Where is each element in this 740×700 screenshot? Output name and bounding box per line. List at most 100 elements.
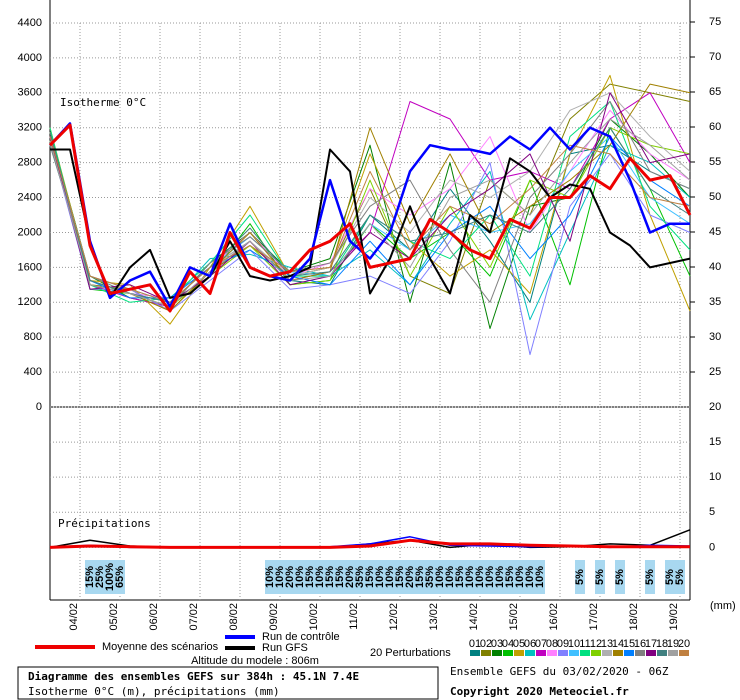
legend-swatch	[624, 650, 634, 656]
x-tick-label: 10/02	[308, 603, 320, 631]
copyright: Copyright 2020 Meteociel.fr	[450, 685, 629, 698]
snow-box	[425, 560, 435, 594]
y-tick-label: 10	[709, 471, 721, 483]
snow-box	[665, 560, 675, 594]
snow-box	[265, 560, 275, 594]
legend-swatch	[481, 650, 491, 656]
y-tick-label: 800	[24, 331, 42, 343]
x-tick-label: 05/02	[108, 603, 120, 631]
series-line	[49, 109, 691, 299]
chart-subtitle: Isotherme 0°C (m), précipitations (mm)	[28, 685, 280, 698]
snow-label: 15%	[414, 566, 426, 588]
x-tick-label: 09/02	[268, 603, 280, 631]
y2-tick-label: 45	[709, 226, 721, 238]
title-box	[17, 666, 439, 700]
series-line	[49, 74, 691, 325]
legend-swatch	[525, 650, 535, 656]
y-tick-label: 0	[36, 401, 42, 413]
x-tick-label: 11/02	[348, 603, 360, 630]
snow-box	[495, 560, 505, 594]
y-tick-label: 20	[709, 401, 721, 413]
snow-label: 5%	[594, 569, 606, 585]
legend-swatch	[602, 650, 612, 656]
y2-tick-label: 70	[709, 51, 721, 63]
snow-box	[595, 560, 605, 594]
legend-label: Run GFS	[262, 642, 308, 654]
snow-box	[305, 560, 315, 594]
legend-swatch	[646, 650, 656, 656]
snow-label: 10%	[494, 566, 506, 588]
legend-label: 15	[623, 638, 635, 650]
legend-label: 05	[513, 638, 525, 650]
series-line	[49, 92, 691, 303]
y-tick-label: 1200	[18, 296, 42, 308]
legend-label: 17	[645, 638, 657, 650]
legend-swatch	[569, 650, 579, 656]
snow-box	[445, 560, 455, 594]
perturbations-label: 20 Perturbations	[370, 647, 451, 659]
snow-box	[525, 560, 535, 594]
snow-box	[365, 560, 375, 594]
run-label: Ensemble GEFS du 03/02/2020 - 06Z	[450, 665, 669, 678]
snow-label: 15%	[84, 566, 96, 588]
snow-label: 10%	[374, 566, 386, 588]
legend-label: 14	[612, 638, 624, 650]
snow-label: 10%	[444, 566, 456, 588]
snow-box	[395, 560, 405, 594]
legend-label: 09	[557, 638, 569, 650]
snow-box	[335, 560, 345, 594]
snow-label: 15%	[334, 566, 346, 588]
legend-swatch	[547, 650, 557, 656]
y2-tick-label: 50	[709, 191, 721, 203]
y2-tick-label: 55	[709, 156, 721, 168]
legend-swatch	[635, 650, 645, 656]
legend-label: 01	[469, 638, 481, 650]
snow-box	[645, 560, 655, 594]
snow-box	[315, 560, 325, 594]
snow-box	[405, 560, 415, 594]
snow-box	[285, 560, 295, 594]
snow-label: 10%	[524, 566, 536, 588]
y-tick-label: 4000	[18, 52, 42, 64]
snow-box	[675, 560, 685, 594]
snow-box	[455, 560, 465, 594]
y-tick-label: 4400	[18, 17, 42, 29]
snow-box	[325, 560, 335, 594]
snow-label: 10%	[474, 566, 486, 588]
snow-box	[505, 560, 515, 594]
snow-label: 10%	[274, 566, 286, 588]
snow-box	[515, 560, 525, 594]
snow-box	[105, 560, 115, 594]
series-line	[49, 136, 691, 303]
series-line	[49, 538, 690, 549]
series-line	[49, 140, 691, 356]
series-line	[50, 148, 691, 299]
altitude: Altitude du modele : 806m	[191, 655, 319, 667]
legend-label: Run de contrôle	[262, 631, 340, 643]
x-tick-label: 13/02	[428, 603, 440, 631]
x-tick-label: 16/02	[548, 603, 560, 631]
legend-label: 13	[601, 638, 613, 650]
legend-label: Moyenne des scénarios	[102, 641, 219, 653]
snow-label: 10%	[294, 566, 306, 588]
snow-label: 10%	[434, 566, 446, 588]
snow-label: 5%	[574, 569, 586, 585]
series-line	[48, 123, 692, 313]
x-tick-label: 19/02	[668, 603, 680, 631]
snow-label: 15%	[304, 566, 316, 588]
snow-label: 10%	[534, 566, 546, 588]
y2-tick-label: 35	[709, 296, 721, 308]
snow-box	[535, 560, 545, 594]
y-tick-label: 400	[24, 366, 42, 378]
y2-tick-label: 40	[709, 261, 721, 273]
y-tick-label: 0	[709, 541, 715, 553]
legend-label: 06	[524, 638, 536, 650]
y2-tick-label: 65	[709, 86, 721, 98]
legend-swatch	[679, 650, 689, 656]
snow-label: 65%	[114, 566, 126, 588]
snow-box	[275, 560, 285, 594]
legend-swatch	[591, 650, 601, 656]
snow-label: 100%	[104, 563, 116, 591]
y-tick-label: 15	[709, 436, 721, 448]
